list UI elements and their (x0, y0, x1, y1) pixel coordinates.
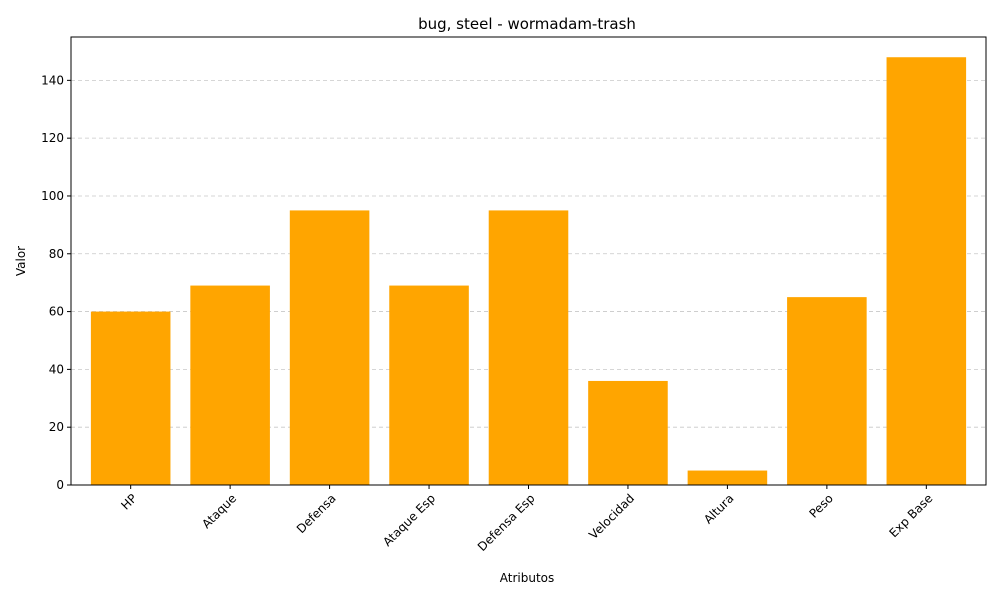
y-tick-label: 80 (49, 247, 64, 261)
bar-defensa (289, 210, 370, 485)
chart-title: bug, steel - wormadam-trash (418, 15, 636, 33)
x-tick-label: Defensa Esp (475, 491, 538, 554)
x-tick-label: Velocidad (586, 491, 637, 542)
y-axis-label: Valor (14, 246, 28, 276)
y-tick-label: 60 (49, 305, 64, 319)
y-tick-label: 0 (56, 478, 64, 492)
bar-velocidad (588, 380, 668, 485)
bar-peso (787, 297, 867, 485)
x-axis-label: Atributos (500, 571, 555, 585)
bar-defensa-esp (488, 210, 569, 485)
bars (90, 57, 967, 485)
y-tick-label: 40 (49, 362, 64, 376)
bar-altura (687, 470, 768, 485)
y-tick-label: 100 (41, 189, 64, 203)
x-axis-ticks: HP Ataque Defensa Ataque Esp Defensa Esp Velo… (118, 485, 935, 554)
x-tick-label: Altura (701, 491, 736, 526)
y-axis-ticks: 0 20 40 60 80 100 120 140 (41, 73, 71, 492)
y-tick-label: 120 (41, 131, 64, 145)
x-tick-label: Defensa (294, 491, 339, 536)
x-tick-label: Ataque (199, 491, 239, 531)
x-tick-label: Ataque Esp (380, 491, 438, 549)
bar-ataque-esp (389, 285, 469, 485)
bar-hp (90, 311, 171, 485)
x-tick-label: Exp Base (886, 491, 935, 540)
y-tick-label: 20 (49, 420, 64, 434)
bar-ataque (190, 285, 270, 485)
x-tick-label: Peso (806, 491, 836, 521)
x-tick-label: HP (118, 491, 139, 512)
bar-exp-base (886, 57, 967, 485)
y-tick-label: 140 (41, 73, 64, 87)
